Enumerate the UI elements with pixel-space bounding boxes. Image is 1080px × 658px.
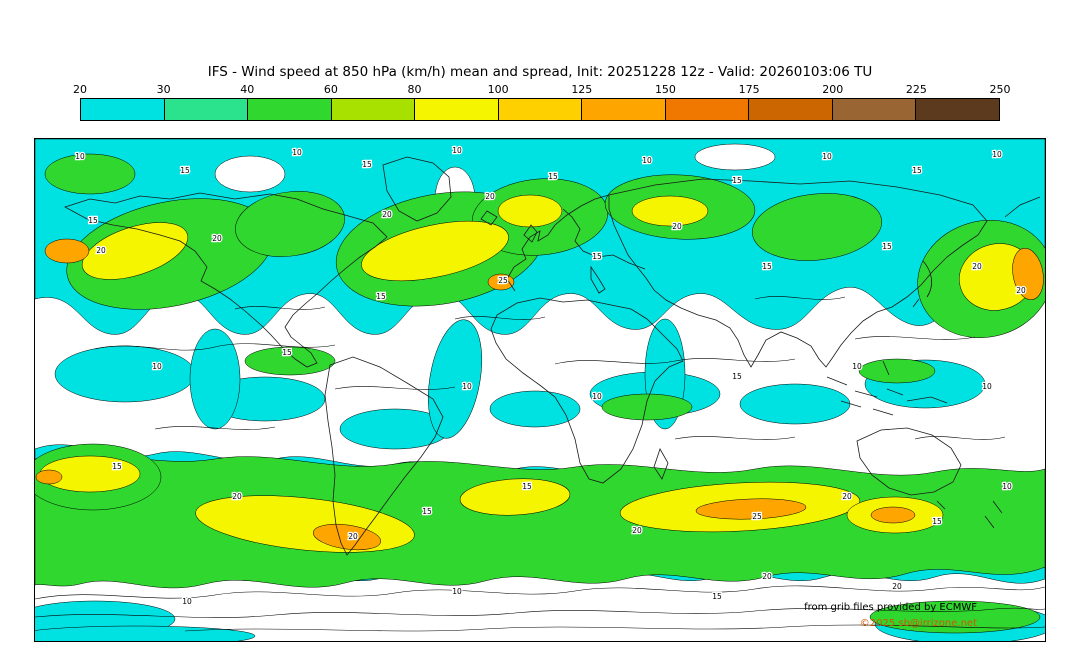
colorbar-tick: 80 — [407, 83, 422, 96]
contour-label: 10 — [152, 362, 162, 371]
contour-label: 20 — [96, 246, 106, 255]
colorbar-segment — [81, 99, 165, 120]
colorbar-tick: 250 — [989, 83, 1011, 96]
contour-label: 15 — [422, 507, 432, 516]
wind-fill-gaps — [214, 143, 776, 232]
contour-label: 10 — [75, 152, 85, 161]
contour-label: 25 — [498, 276, 508, 285]
colorbar-bar — [80, 98, 1000, 121]
colorbar-segment — [832, 99, 917, 120]
contour-label: 10 — [592, 392, 602, 401]
colorbar-tick: 175 — [738, 83, 760, 96]
contour-label: 10 — [642, 156, 652, 165]
contour-label: 15 — [712, 592, 722, 601]
contour-label: 25 — [752, 512, 762, 521]
colorbar-tick: 150 — [654, 83, 676, 96]
contour-label: 20 — [972, 262, 982, 271]
colorbar-ticks: 20 30 40 60 80 100 125 150 175 200 225 2… — [73, 83, 1011, 97]
colorbar-segment — [164, 99, 249, 120]
contour-label: 15 — [112, 462, 122, 471]
colorbar-segment — [916, 99, 1000, 120]
contour-label: 20 — [632, 526, 642, 535]
colorbar-tick: 60 — [323, 83, 338, 96]
contour-label: 15 — [762, 262, 772, 271]
colorbar-tick: 200 — [822, 83, 844, 96]
contour-label: 15 — [932, 517, 942, 526]
colorbar-segment — [749, 99, 833, 120]
contour-label: 20 — [1016, 286, 1026, 295]
colorbar-segment — [331, 99, 416, 120]
wind-fill-orange-layer — [35, 238, 1044, 551]
contour-label: 10 — [182, 597, 192, 606]
contour-label: 20 — [212, 234, 222, 243]
contour-label: 15 — [362, 160, 372, 169]
credit-ecmwf: from grib files provided by ECMWF — [804, 602, 977, 613]
colorbar-tick: 125 — [571, 83, 593, 96]
colorbar-tick: 40 — [240, 83, 255, 96]
map-credits: from grib files provided by ECMWF ©2025 … — [804, 600, 977, 631]
contour-label: 10 — [452, 146, 462, 155]
chart-title: IFS - Wind speed at 850 hPa (km/h) mean … — [207, 64, 873, 80]
colorbar-tick: 30 — [156, 83, 171, 96]
contour-label: 20 — [762, 572, 772, 581]
contour-label: 15 — [88, 216, 98, 225]
colorbar-tick: 225 — [905, 83, 927, 96]
contour-label: 15 — [732, 372, 742, 381]
coastlines — [63, 156, 1041, 556]
colorbar-segment — [248, 99, 332, 120]
contour-label: 15 — [882, 242, 892, 251]
credit-copyright: ©2025 sb@irrizone.net — [859, 617, 977, 629]
contour-label: 10 — [462, 382, 472, 391]
contour-label: 20 — [232, 492, 242, 501]
colorbar-segment — [415, 99, 499, 120]
contour-label: 10 — [1002, 482, 1012, 491]
contour-label: 20 — [348, 532, 358, 541]
contour-label: 15 — [282, 348, 292, 357]
colorbar-legend: 20 30 40 60 80 100 125 150 175 200 225 2… — [73, 83, 1011, 121]
contour-label: 20 — [382, 210, 392, 219]
contour-label: 10 — [452, 587, 462, 596]
contour-label: 15 — [912, 166, 922, 175]
colorbar-tick: 100 — [487, 83, 509, 96]
contour-label: 20 — [485, 192, 495, 201]
contour-label: 10 — [292, 148, 302, 157]
colorbar-tick: 20 — [73, 83, 87, 96]
contour-label: 15 — [376, 292, 386, 301]
contour-label: 15 — [732, 176, 742, 185]
contour-label: 15 — [180, 166, 190, 175]
spread-contour-lines — [35, 296, 1045, 632]
colorbar-segment — [498, 99, 583, 120]
contour-label: 10 — [982, 382, 992, 391]
world-wind-map: 10 15 10 15 10 20 15 10 15 10 15 10 15 2… — [34, 138, 1046, 642]
contour-label: 10 — [822, 152, 832, 161]
contour-label: 20 — [842, 492, 852, 501]
contour-label: 10 — [852, 362, 862, 371]
colorbar-segment — [582, 99, 666, 120]
contour-label: 15 — [592, 252, 602, 261]
colorbar-segment — [665, 99, 750, 120]
contour-label: 20 — [672, 222, 682, 231]
contour-label: 15 — [522, 482, 532, 491]
contour-labels: 10 15 10 15 10 20 15 10 15 10 15 10 15 2… — [74, 145, 1027, 608]
contour-label: 10 — [992, 150, 1002, 159]
contour-label: 20 — [892, 582, 902, 591]
contour-label: 15 — [548, 172, 558, 181]
